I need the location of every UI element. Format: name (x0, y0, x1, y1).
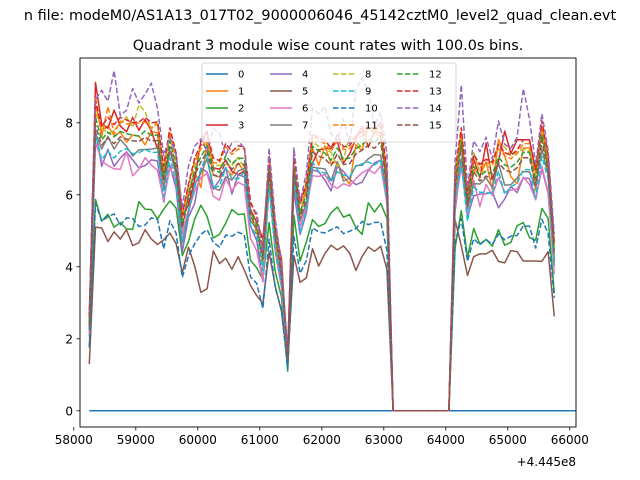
legend-label-2: 2 (238, 104, 244, 115)
legend-label-6: 6 (302, 104, 308, 115)
legend-label-7: 7 (302, 121, 308, 132)
legend-label-11: 11 (365, 121, 378, 132)
legend-label-14: 14 (429, 104, 442, 115)
chart-title: Quadrant 3 module wise count rates with … (133, 38, 524, 54)
legend-label-5: 5 (302, 87, 308, 98)
series-line-15 (88, 124, 556, 412)
y-tick-label: 2 (65, 332, 73, 346)
x-tick-label: 65000 (489, 433, 527, 447)
figure-suptitle: n file: modeM0/AS1A13_017T02_9000006046_… (24, 8, 617, 24)
x-tick-label: 62000 (303, 433, 341, 447)
series-line-9 (88, 133, 556, 412)
series-line-10 (88, 202, 556, 412)
x-offset-text: +4.445e8 (517, 455, 576, 469)
legend-label-3: 3 (238, 121, 244, 132)
x-tick-label: 61000 (241, 433, 279, 447)
y-tick-label: 8 (65, 116, 73, 130)
plot-area: 58000 59000 60000 61000 62000 63000 64000 65000… (55, 57, 589, 469)
legend-label-15: 15 (429, 121, 442, 132)
legend-label-10: 10 (365, 104, 378, 115)
x-tick-label: 64000 (427, 433, 465, 447)
legend-label-8: 8 (365, 70, 371, 81)
axes-frame (79, 57, 577, 428)
x-tick-label: 58000 (55, 433, 93, 447)
y-tick-label: 6 (65, 188, 73, 202)
legend-label-13: 13 (429, 87, 442, 98)
legend-label-0: 0 (238, 70, 244, 81)
x-tick-label: 59000 (117, 433, 155, 447)
series-line-7 (88, 131, 556, 412)
legend-label-4: 4 (302, 70, 308, 81)
y-axis-ticks: 0 2 4 6 8 (65, 116, 80, 418)
legend-frame (201, 62, 457, 143)
x-tick-label: 60000 (179, 433, 217, 447)
x-tick-label: 63000 (365, 433, 403, 447)
series-line-6 (88, 141, 556, 412)
legend-label-12: 12 (429, 70, 442, 81)
y-tick-label: 0 (65, 404, 73, 418)
series-line-12 (88, 116, 556, 412)
x-axis-ticks: 58000 59000 60000 61000 62000 63000 64000 65000… (55, 427, 589, 447)
x-tick-label: 66000 (551, 433, 589, 447)
series-line-2 (88, 198, 556, 412)
y-tick-label: 4 (65, 260, 73, 274)
legend-label-1: 1 (238, 87, 244, 98)
legend-label-9: 9 (365, 87, 371, 98)
